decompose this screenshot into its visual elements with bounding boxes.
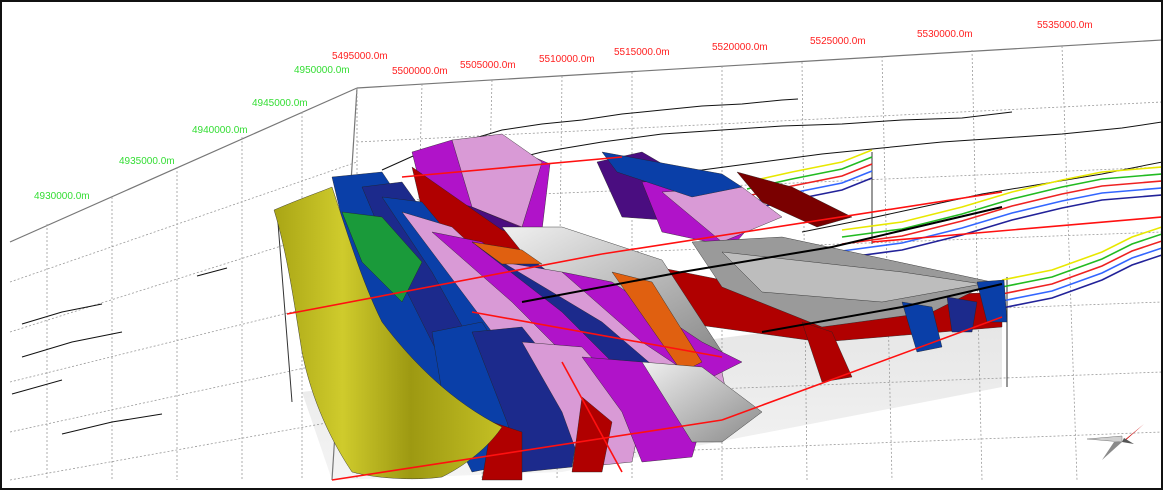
northing-tick-label: 4935000.0m: [119, 156, 175, 167]
northing-axis-labels: 4930000.0m 4935000.0m 4940000.0m 4945000.0m…: [34, 65, 350, 202]
fault-surface: [451, 133, 543, 228]
fault-surface: [341, 211, 423, 303]
north-arrow-icon[interactable]: [1086, 424, 1144, 460]
horizon-line: [841, 187, 1161, 252]
easting-tick-label: 5520000.0m: [712, 42, 768, 53]
fault-surface: [471, 241, 543, 265]
horizon-line: [841, 166, 1161, 231]
fault-surface: [976, 279, 1008, 323]
fault-surface: [641, 361, 763, 443]
horizon-line: [1001, 240, 1161, 295]
fault-surface: [901, 301, 943, 353]
horizon-line: [1001, 254, 1161, 309]
fault-surfaces: [273, 133, 1008, 481]
easting-tick-label: 5525000.0m: [810, 36, 866, 47]
fault-surface: [736, 171, 853, 228]
fault-surface: [721, 251, 983, 303]
horizon-line: [841, 173, 1161, 238]
fault-traces: [286, 156, 1161, 481]
fault-surface: [471, 326, 583, 473]
northing-tick-label: 4950000.0m: [294, 65, 350, 76]
easting-tick-label: 5530000.0m: [917, 29, 973, 40]
fault-surface: [801, 321, 853, 383]
horizon-line: [1001, 247, 1161, 302]
fault-surface: [601, 151, 743, 198]
fault-surface: [611, 271, 703, 373]
northing-tick-label: 4945000.0m: [252, 98, 308, 109]
horizon-line: [746, 149, 873, 183]
easting-tick-label: 5505000.0m: [460, 60, 516, 71]
easting-axis-labels: 5495000.0m 5500000.0m 5505000.0m 5510000.0m…: [332, 20, 1093, 77]
section-frames: [276, 152, 1008, 403]
horizon-line: [841, 194, 1161, 259]
fault-surface: [571, 396, 613, 473]
horizon-line: [1001, 233, 1161, 288]
fault-surface: [946, 296, 978, 333]
horizon-line: [841, 180, 1161, 245]
easting-tick-label: 5510000.0m: [539, 54, 595, 65]
fault-surface: [273, 186, 503, 480]
easting-tick-label: 5515000.0m: [614, 47, 670, 58]
easting-tick-label: 5500000.0m: [392, 66, 448, 77]
easting-tick-label: 5495000.0m: [332, 51, 388, 62]
northing-tick-label: 4940000.0m: [192, 125, 248, 136]
northing-tick-label: 4930000.0m: [34, 191, 90, 202]
easting-tick-label: 5535000.0m: [1037, 20, 1093, 31]
horizon-line: [1001, 226, 1161, 281]
intersection-lines: [521, 206, 1003, 333]
